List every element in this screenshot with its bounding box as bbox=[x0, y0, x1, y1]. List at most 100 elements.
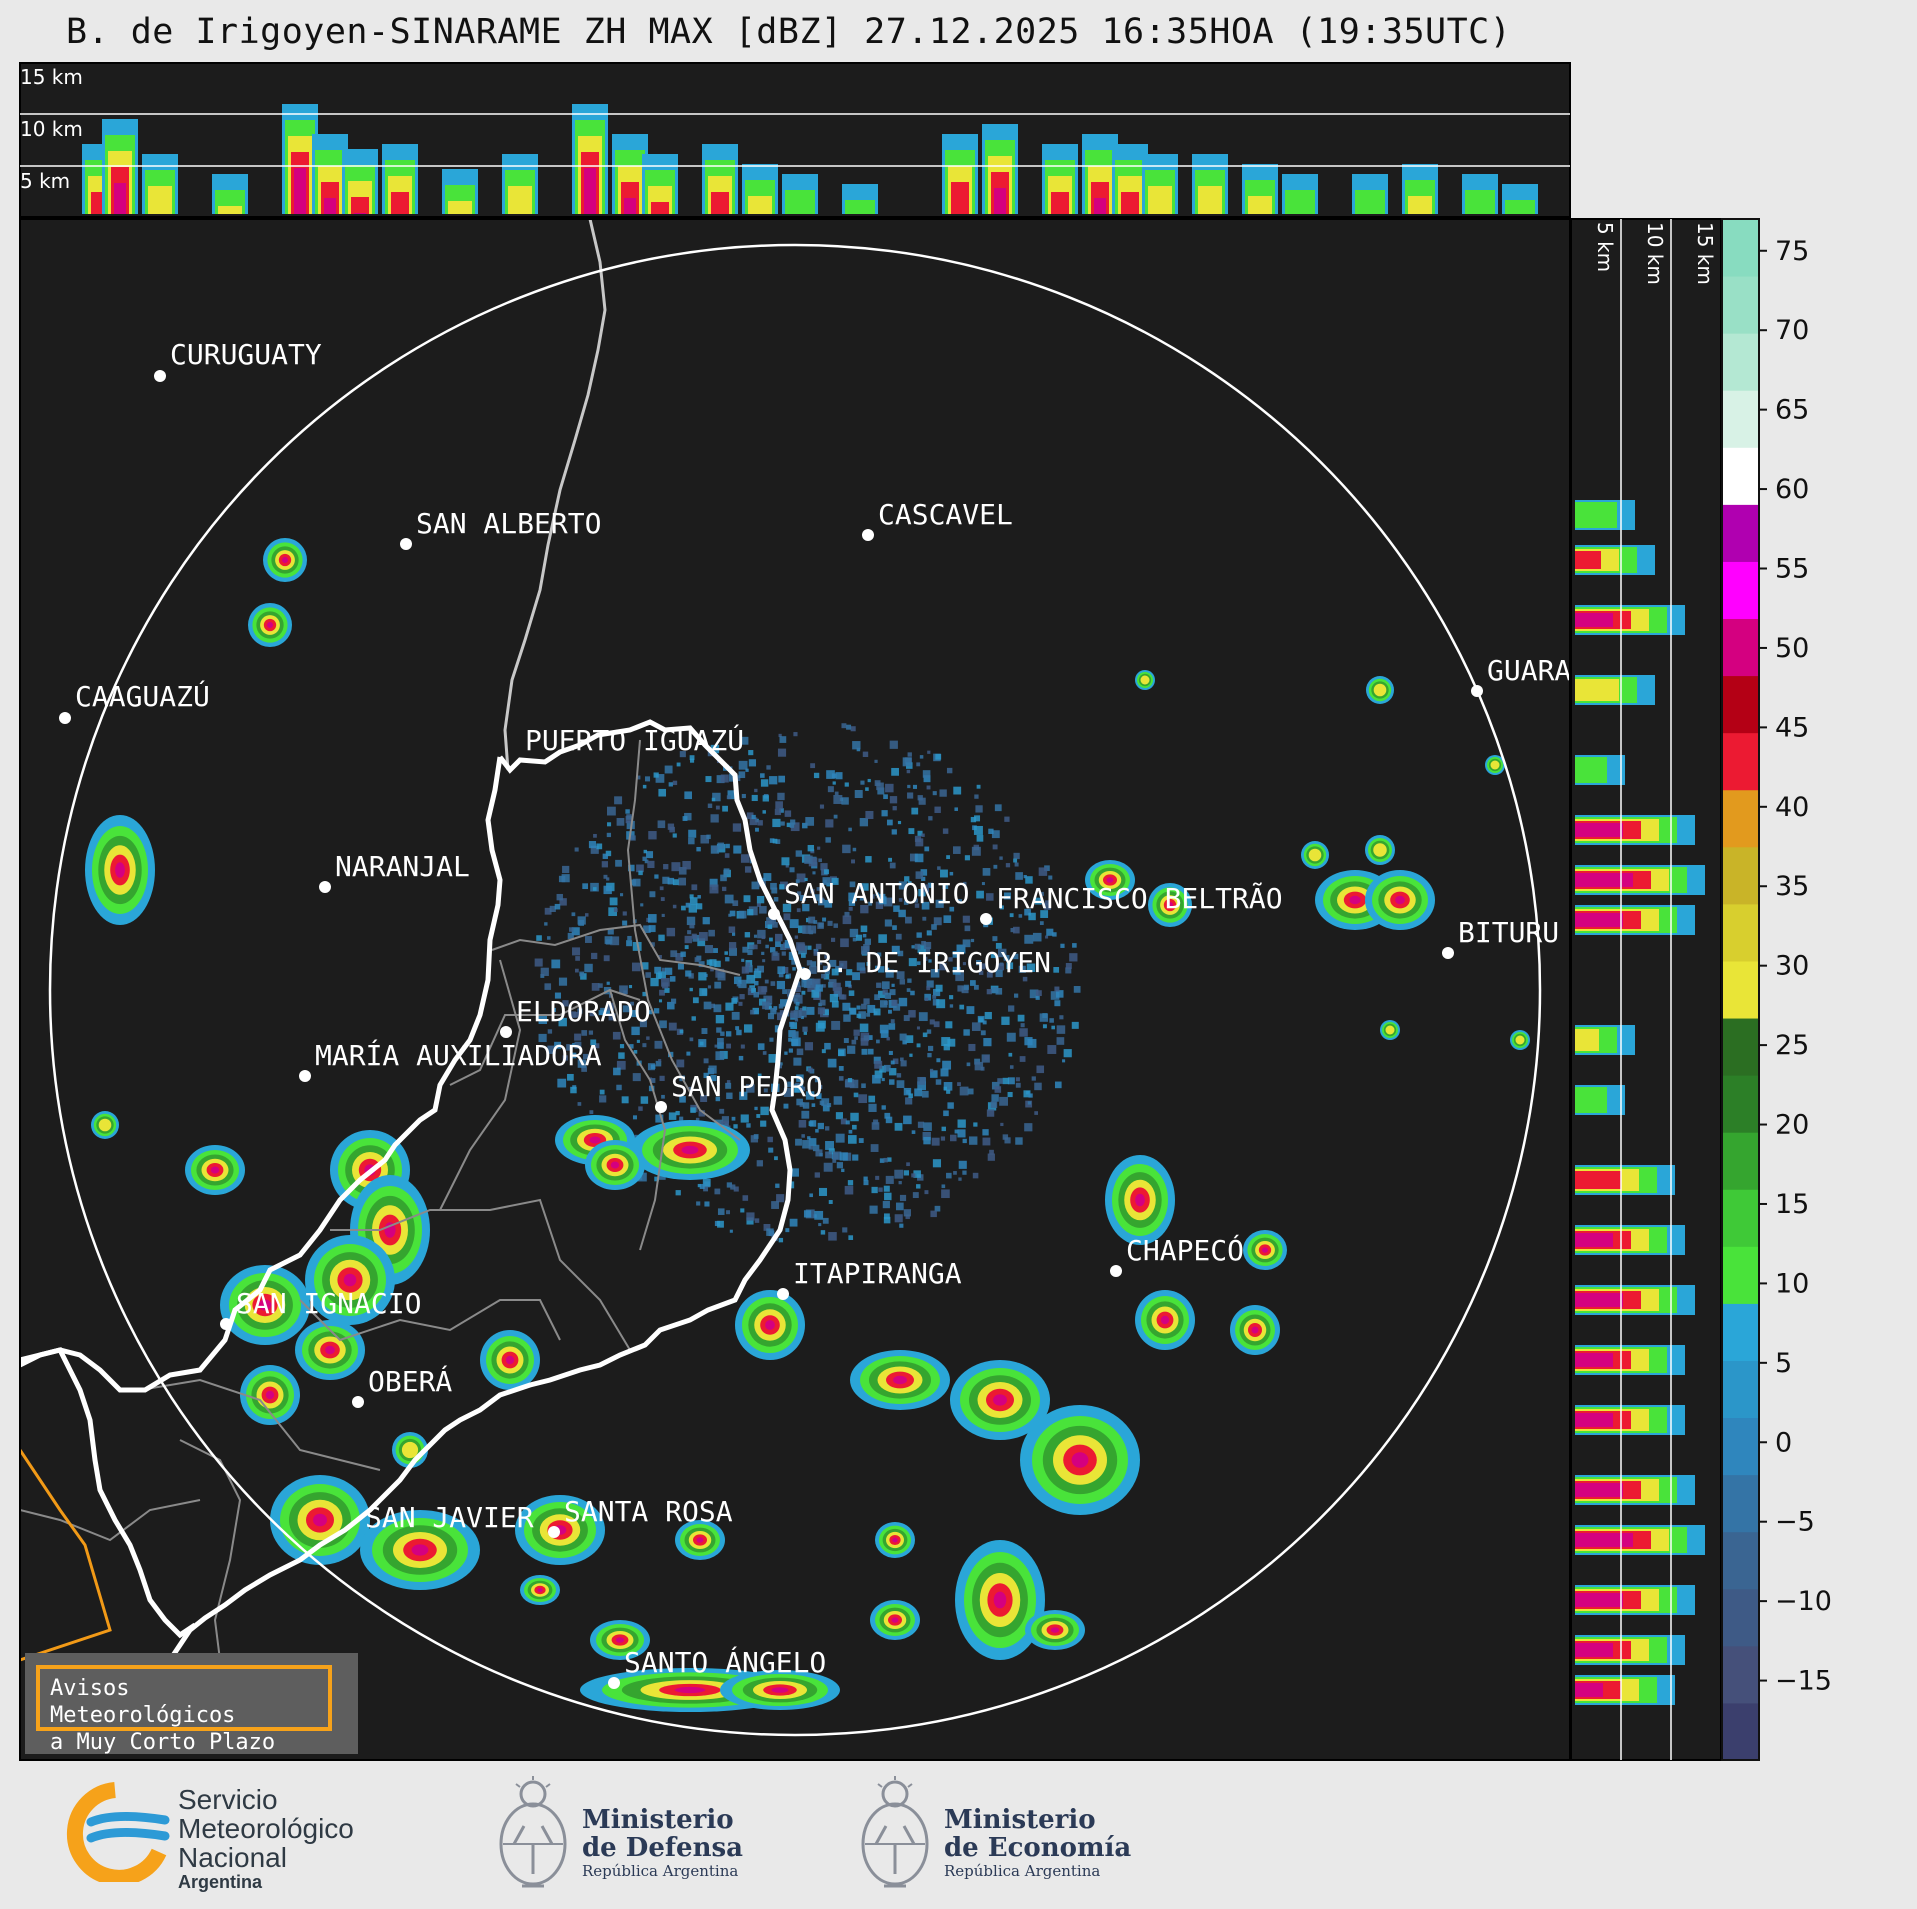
colorbar-band bbox=[1722, 960, 1759, 1019]
clutter-pixel bbox=[863, 1035, 869, 1041]
clutter-pixel bbox=[738, 979, 747, 989]
clutter-pixel bbox=[950, 1134, 957, 1142]
clutter-pixel bbox=[726, 1080, 731, 1084]
clutter-pixel bbox=[957, 985, 964, 992]
clutter-pixel bbox=[862, 751, 869, 758]
clutter-pixel bbox=[726, 795, 731, 800]
clutter-pixel bbox=[748, 759, 757, 767]
clutter-pixel bbox=[750, 1009, 755, 1015]
clutter-pixel bbox=[878, 934, 887, 943]
echo-layer bbox=[1395, 895, 1405, 905]
clutter-pixel bbox=[661, 1094, 665, 1099]
clutter-pixel bbox=[1034, 1111, 1039, 1115]
clutter-pixel bbox=[808, 916, 816, 924]
clutter-pixel bbox=[995, 942, 1002, 949]
clutter-pixel bbox=[639, 1020, 647, 1028]
economia-coat-of-arms-icon bbox=[861, 1776, 929, 1888]
clutter-pixel bbox=[823, 1162, 833, 1172]
clutter-pixel bbox=[782, 989, 788, 995]
echo-layer bbox=[1385, 1025, 1395, 1035]
side-echo-block bbox=[1575, 823, 1623, 837]
clutter-pixel bbox=[941, 1184, 946, 1189]
clutter-pixel bbox=[1056, 1037, 1065, 1045]
clutter-pixel bbox=[636, 1039, 640, 1043]
colorbar-band bbox=[1722, 447, 1759, 505]
clutter-pixel bbox=[1045, 935, 1049, 939]
clutter-pixel bbox=[760, 1120, 767, 1127]
clutter-pixel bbox=[821, 1049, 826, 1054]
clutter-pixel bbox=[861, 1048, 868, 1055]
clutter-pixel bbox=[827, 786, 834, 793]
clutter-pixel bbox=[659, 1020, 667, 1029]
clutter-pixel bbox=[891, 999, 898, 1006]
clutter-pixel bbox=[989, 1149, 994, 1155]
clutter-pixel bbox=[889, 796, 898, 804]
clutter-pixel bbox=[1014, 993, 1019, 998]
clutter-pixel bbox=[815, 943, 822, 950]
clutter-pixel bbox=[858, 884, 864, 890]
clutter-pixel bbox=[667, 1001, 675, 1010]
clutter-pixel bbox=[757, 1073, 762, 1078]
clutter-pixel bbox=[811, 1103, 816, 1107]
top-echo-block bbox=[748, 196, 772, 214]
clutter-pixel bbox=[769, 776, 778, 785]
clutter-pixel bbox=[874, 1060, 883, 1069]
clutter-pixel bbox=[882, 989, 888, 995]
side-echo-block bbox=[1575, 1353, 1613, 1367]
clutter-pixel bbox=[800, 1016, 804, 1020]
city-san-antonio: SAN ANTONIO bbox=[768, 877, 969, 920]
colorbar-band bbox=[1722, 1702, 1759, 1761]
clutter-pixel bbox=[807, 1067, 813, 1073]
clutter-pixel bbox=[911, 807, 919, 815]
clutter-pixel bbox=[831, 1020, 841, 1030]
colorbar-tick-label: 70 bbox=[1775, 315, 1809, 346]
clutter-pixel bbox=[699, 1041, 704, 1046]
clutter-pixel bbox=[1018, 914, 1023, 918]
clutter-pixel bbox=[618, 1052, 625, 1059]
clutter-pixel bbox=[817, 846, 821, 850]
clutter-pixel bbox=[809, 1193, 813, 1198]
clutter-pixel bbox=[824, 869, 829, 875]
city-curuguaty: CURUGUATY bbox=[154, 338, 322, 382]
city-guara: GUARA bbox=[1471, 654, 1571, 697]
clutter-pixel bbox=[616, 1084, 622, 1091]
clutter-pixel bbox=[702, 917, 710, 925]
clutter-pixel bbox=[779, 1010, 785, 1016]
city-label: SAN PEDRO bbox=[671, 1070, 823, 1103]
clutter-pixel bbox=[592, 887, 597, 891]
clutter-pixel bbox=[581, 1030, 588, 1036]
clutter-pixel bbox=[768, 1006, 772, 1010]
clutter-pixel bbox=[879, 1065, 887, 1073]
clutter-pixel bbox=[878, 966, 885, 973]
clutter-pixel bbox=[819, 961, 823, 965]
clutter-pixel bbox=[832, 781, 836, 785]
clutter-pixel bbox=[923, 956, 928, 961]
clutter-pixel bbox=[534, 958, 543, 967]
clutter-pixel bbox=[741, 793, 746, 799]
storm-cell bbox=[515, 1495, 605, 1565]
clutter-pixel bbox=[823, 973, 830, 980]
clutter-pixel bbox=[779, 736, 787, 743]
clutter-pixel bbox=[986, 989, 992, 995]
clutter-pixel bbox=[680, 951, 686, 957]
top-echo-block bbox=[114, 183, 126, 214]
clutter-pixel bbox=[1010, 927, 1015, 933]
side-height-label-10: 10 km bbox=[1643, 222, 1667, 285]
clutter-pixel bbox=[879, 1024, 889, 1034]
echo-layer bbox=[325, 1345, 335, 1355]
clutter-pixel bbox=[571, 912, 576, 917]
clutter-pixel bbox=[783, 913, 791, 921]
city-santa-rosa: SANTA ROSA bbox=[548, 1495, 733, 1538]
economia-logo-text: Ministerio de Economía República Argenti… bbox=[944, 1806, 1131, 1880]
clutter-pixel bbox=[813, 920, 818, 924]
clutter-pixel bbox=[844, 1185, 854, 1195]
clutter-pixel bbox=[1069, 953, 1078, 962]
clutter-pixel bbox=[829, 959, 837, 967]
clutter-pixel bbox=[700, 834, 710, 844]
clutter-pixel bbox=[642, 1043, 647, 1048]
clutter-pixel bbox=[842, 844, 851, 854]
clutter-pixel bbox=[952, 966, 961, 975]
clutter-pixel bbox=[772, 818, 781, 828]
clutter-pixel bbox=[877, 787, 885, 795]
clutter-pixel bbox=[728, 947, 737, 956]
